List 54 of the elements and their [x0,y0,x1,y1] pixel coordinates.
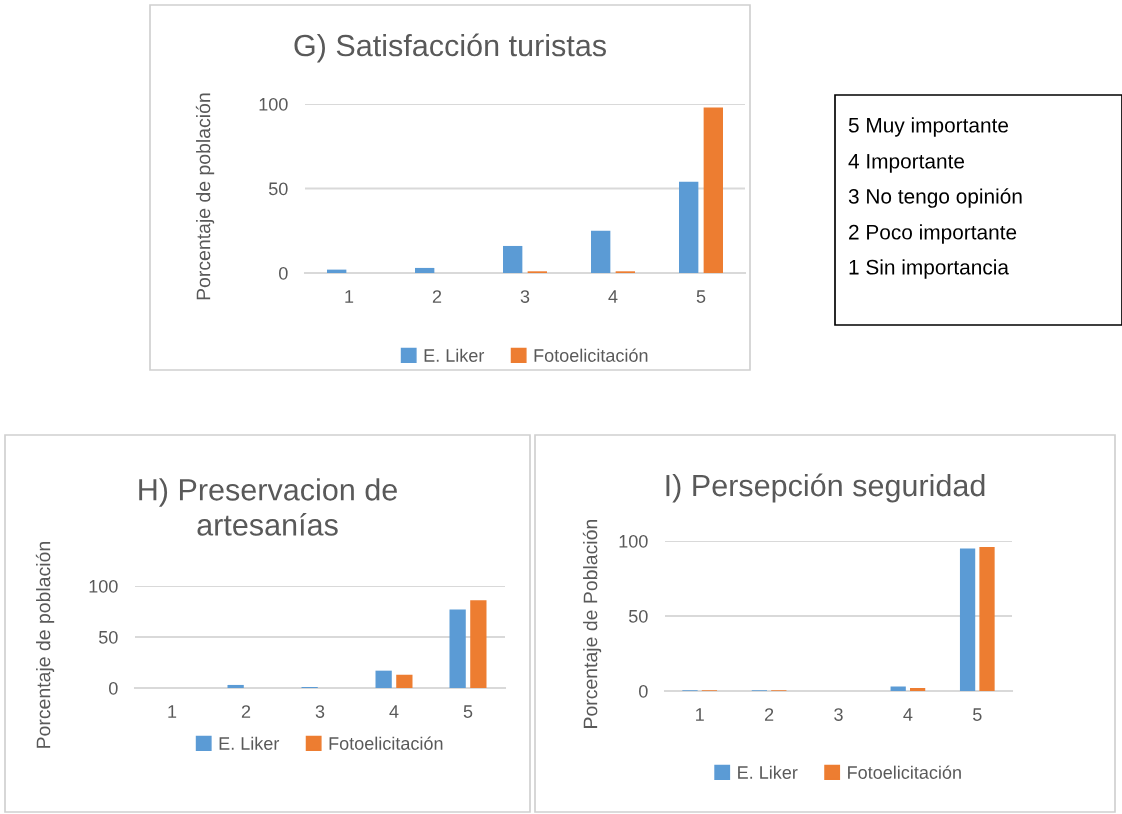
x-tick-label: 3 [315,705,325,718]
y-tick-label: 50 [98,630,118,644]
x-tick-label: 5 [973,708,982,721]
y-tick-label: 0 [639,684,648,698]
bar [959,548,976,691]
y-axis-title: Porcentaje de población [35,542,55,748]
bar [703,107,723,273]
text: 3 No tengo opinión [848,188,1022,208]
chart-title: I) Persepción seguridad [666,473,985,503]
legend-label: E. Liker [424,348,485,362]
y-tick-label: 0 [279,266,288,280]
x-tick-label: 4 [389,705,399,718]
bar [396,674,413,688]
bar [591,230,611,273]
x-tick-label: 4 [608,290,618,303]
y-tick-label: 100 [259,97,288,111]
x-tick-label: 1 [168,705,177,718]
bar [979,547,995,691]
y-tick-label: 100 [619,534,648,548]
bar [375,670,392,688]
bar [470,600,487,688]
legend-label: Fotoelicitación [848,765,961,779]
y-tick-label: 50 [628,609,648,623]
x-tick-label: 2 [764,708,774,721]
x-tick-label: 3 [834,708,843,721]
x-tick-label: 2 [241,705,251,718]
x-tick-label: 2 [432,290,442,303]
y-tick-label: 0 [109,681,118,695]
x-tick-label: 5 [463,705,473,718]
bar [227,684,244,688]
text: 2 Poco importante [849,224,1017,244]
bar [909,688,926,691]
x-tick-label: 3 [520,290,530,303]
bar [449,609,466,688]
legend-label: Fotoelicitación [329,736,443,750]
chart-title: G) Satisfacción turistas [294,33,606,63]
text: 5 Muy importante [848,117,1009,137]
bar [415,267,435,273]
text: 1 Sin importancia [849,259,1009,279]
x-tick-label: 1 [696,708,704,721]
bar [503,245,523,273]
bar [679,181,699,273]
x-tick-label: 5 [696,290,706,303]
legend-label: E. Liker [219,736,280,750]
text: 4 Importante [848,154,965,173]
y-axis-title: Porcentaje de población [195,93,215,300]
y-tick-label: 100 [89,579,118,593]
x-tick-label: 4 [903,708,913,721]
chart-title: H) Preservacion de artesanías [139,478,397,536]
y-tick-label: 50 [268,182,288,196]
y-axis-title: Porcentaje de Población [582,520,602,728]
x-tick-label: 1 [345,290,354,303]
legend-label: E. Liker [738,765,798,779]
legend-label: Fotoelicitación [534,348,648,362]
